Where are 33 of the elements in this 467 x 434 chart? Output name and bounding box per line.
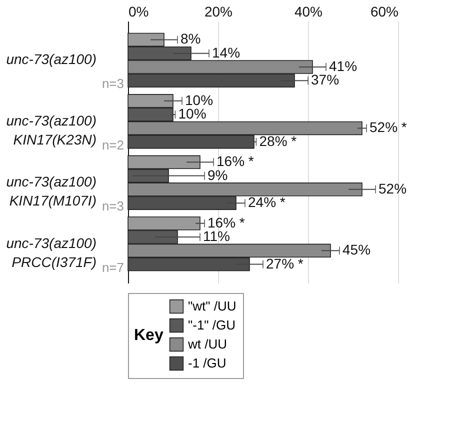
x-tick-label: 0% [128,4,149,20]
data-label: 10% [178,106,206,122]
data-label: 41% [329,58,358,74]
data-label: 14% [212,44,240,60]
data-label: 45% [342,242,371,258]
legend-title: Key [134,327,164,344]
x-tick-label: 40% [294,4,323,20]
y-tick-label: unc-73(az100) KIN17(K23N) [6,112,96,148]
data-label: 27% * [266,255,304,272]
data-label: 24% * [248,194,286,210]
y-tick-label: unc-73(az100) PRCC(I371F) [6,234,96,270]
text: n=7 [102,260,124,275]
data-label: 16% * [208,214,246,230]
text: n=2 [102,137,124,152]
x-tick-label: 20% [204,4,233,20]
legend-label: "-1" /GU [188,318,236,332]
x-tick-label: 60% [370,4,398,20]
data-label: 16% * [216,153,254,170]
legend-label: -1 /GU [188,356,226,370]
data-label: 9% [208,166,228,183]
data-label: 11% [203,228,230,244]
data-label: 52% * [370,119,408,136]
legend-label: "wt" /UU [188,298,236,314]
data-label: 28% * [259,132,298,149]
legend-label: wt /UU [187,336,227,352]
data-label: 8% [180,30,201,47]
data-label: 52% [378,180,407,196]
y-tick-label: unc-73(az100) KIN17(M107I) [6,174,96,209]
y-tick-label: unc-73(az100) [6,51,96,68]
text: n=3 [102,76,124,92]
data-label: 37% [311,72,340,88]
data-label: 10% [185,92,214,108]
text: n=3 [102,198,124,214]
